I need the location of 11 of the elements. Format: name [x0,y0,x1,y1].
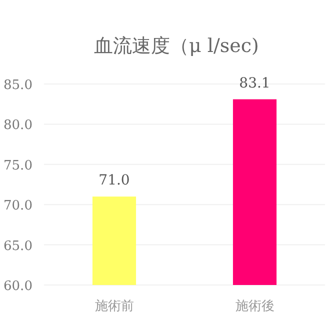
y-tick-label: 70.0 [4,198,32,214]
data-label: 83.1 [239,75,270,92]
y-tick-label: 85.0 [4,78,32,93]
y-tick-label: 60.0 [4,279,32,294]
y-tick-label: 65.0 [4,238,32,254]
y-tick-label: 75.0 [4,158,32,174]
y-tick-label: 80.0 [4,118,32,134]
data-label: 71.0 [98,172,130,189]
x-tick-label: 施術後 [235,299,274,314]
x-tick-label: 施術前 [94,299,134,314]
chart-title: 血流速度（μ l/sec) [94,35,259,57]
